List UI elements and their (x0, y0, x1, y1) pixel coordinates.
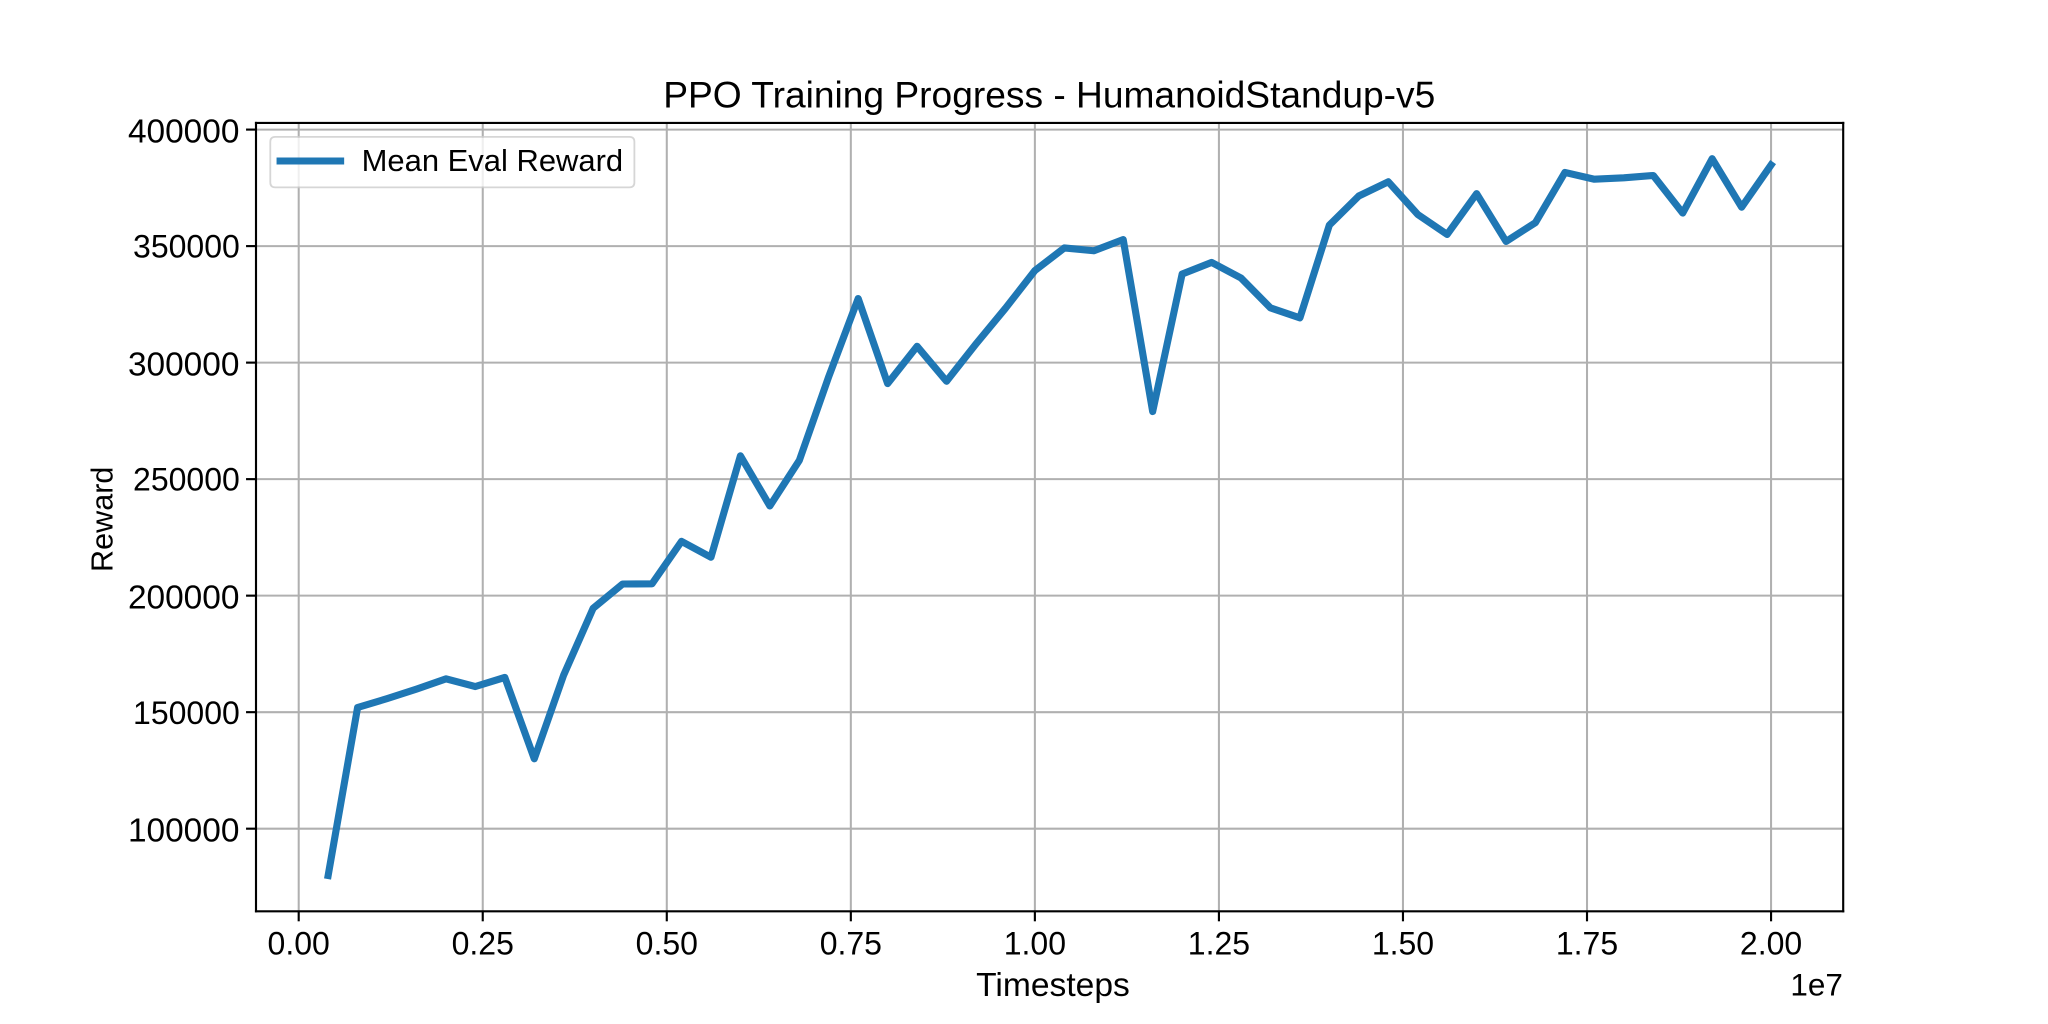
svg-text:PPO Training Progress - Humano: PPO Training Progress - HumanoidStandup-… (663, 74, 1435, 116)
svg-text:Timesteps: Timesteps (976, 967, 1130, 1004)
svg-text:0.75: 0.75 (820, 925, 882, 961)
svg-text:2.00: 2.00 (1740, 925, 1802, 961)
svg-text:0.50: 0.50 (636, 925, 698, 961)
svg-text:1e7: 1e7 (1790, 968, 1842, 1003)
svg-text:350000: 350000 (133, 229, 240, 265)
svg-text:1.50: 1.50 (1372, 925, 1434, 961)
svg-text:100000: 100000 (128, 812, 239, 849)
svg-text:150000: 150000 (133, 695, 240, 731)
svg-text:0.25: 0.25 (452, 925, 514, 961)
svg-text:0.00: 0.00 (268, 925, 330, 961)
svg-text:1.00: 1.00 (1004, 925, 1066, 961)
svg-text:1.25: 1.25 (1188, 925, 1250, 961)
svg-text:300000: 300000 (128, 346, 239, 383)
svg-text:Mean Eval Reward: Mean Eval Reward (362, 143, 623, 178)
svg-text:Reward: Reward (86, 467, 120, 572)
svg-text:200000: 200000 (128, 579, 239, 616)
svg-text:400000: 400000 (128, 113, 239, 150)
svg-text:1.75: 1.75 (1556, 925, 1618, 961)
svg-text:250000: 250000 (133, 462, 240, 498)
